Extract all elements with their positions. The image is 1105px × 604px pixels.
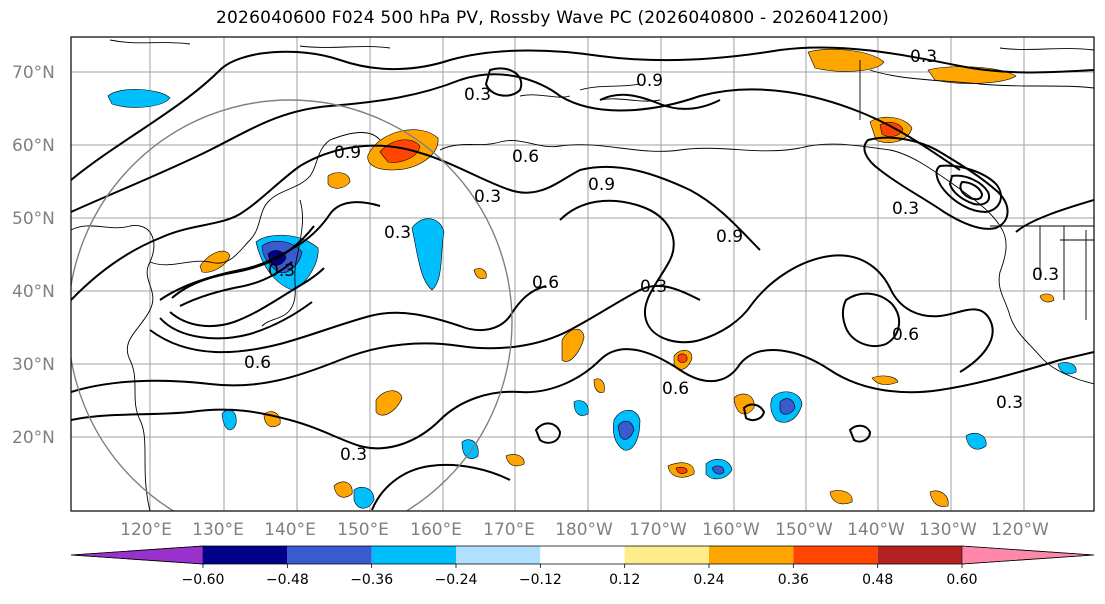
plot-area	[71, 37, 1094, 511]
contour-label: 0.6	[244, 353, 271, 373]
lon-label: 130°E	[192, 520, 244, 540]
colorbar-segment	[709, 546, 794, 564]
colorbar-segment	[961, 545, 1095, 565]
colorbar-segment	[624, 546, 709, 564]
colorbar: −0.60 −0.48 −0.36 −0.24 −0.12 0.12 0.24 0.36 0.4…	[70, 545, 1095, 588]
neg-anomaly	[1057, 362, 1077, 375]
lon-label: 130°W	[919, 520, 977, 540]
colorbar-segment	[203, 546, 288, 564]
contour-label: 0.6	[892, 325, 919, 345]
contour-label: 0.9	[334, 143, 361, 163]
neg-anomaly-mid	[617, 420, 635, 440]
pos-anomaly	[505, 454, 525, 467]
lon-label: 140°E	[264, 520, 316, 540]
pos-anomaly	[871, 375, 899, 385]
contour-label: 0.9	[636, 71, 663, 91]
neg-anomaly	[573, 400, 589, 416]
contour-label: 0.3	[892, 199, 919, 219]
gridlines	[71, 37, 1094, 511]
pos-anomaly	[929, 490, 949, 507]
neg-anomaly	[353, 487, 375, 509]
colorbar-tick-label: −0.24	[435, 572, 478, 588]
pos-anomaly-core	[677, 353, 688, 363]
lat-label: 60°N	[12, 136, 55, 156]
lat-label: 20°N	[12, 428, 55, 448]
pos-anomaly	[829, 490, 853, 505]
contour-label: 0.6	[532, 273, 559, 293]
colorbar-segment	[70, 545, 204, 565]
colorbar-tick-label: 0.24	[693, 572, 724, 588]
colorbar-segment	[793, 546, 878, 564]
colorbar-tick-label: −0.36	[350, 572, 393, 588]
lon-label: 160°E	[410, 520, 462, 540]
lat-axis: 70°N 60°N 50°N 40°N 30°N 20°N	[12, 63, 55, 448]
lon-label: 120°E	[120, 520, 172, 540]
contour-label: 0.9	[716, 227, 743, 247]
pos-anomaly	[807, 48, 885, 72]
lon-label: 120°W	[991, 520, 1049, 540]
colorbar-segment	[877, 546, 962, 564]
lat-label: 30°N	[12, 355, 55, 375]
contour-label: 0.3	[268, 261, 295, 281]
lat-label: 70°N	[12, 63, 55, 83]
pv-contours	[71, 46, 1094, 511]
neg-anomaly	[965, 433, 987, 450]
lon-label: 170°E	[483, 520, 535, 540]
colorbar-segment	[371, 546, 456, 564]
pos-anomaly	[375, 390, 403, 416]
contour-label: 0.3	[340, 445, 367, 465]
colorbar-tick-label: −0.12	[519, 572, 562, 588]
region-circle	[71, 99, 513, 511]
neg-anomaly-mid	[779, 398, 796, 415]
colorbar-segment	[287, 546, 372, 564]
contour-label: 0.3	[464, 85, 491, 105]
contour-label: 0.3	[384, 223, 411, 243]
neg-anomaly-mid	[711, 465, 725, 475]
contour-label: 0.3	[910, 47, 937, 67]
pos-anomaly	[333, 481, 353, 498]
contour-label: 0.6	[512, 147, 539, 167]
colorbar-tick-label: 0.48	[862, 572, 893, 588]
lat-label: 40°N	[12, 282, 55, 302]
contour-label: 0.9	[588, 175, 615, 195]
contour-label: 0.3	[640, 277, 667, 297]
lon-label: 140°W	[847, 520, 905, 540]
lat-label: 50°N	[12, 209, 55, 229]
lon-label: 170°W	[629, 520, 687, 540]
pos-anomaly-core	[879, 121, 904, 137]
pos-anomaly	[593, 378, 605, 393]
pv-anomaly-fills	[107, 48, 1077, 509]
pos-anomaly	[199, 250, 231, 273]
colorbar-tick-label: −0.60	[182, 572, 225, 588]
contour-label: 0.6	[662, 379, 689, 399]
pos-anomaly	[733, 393, 755, 415]
neg-anomaly	[461, 439, 479, 459]
colorbar-tick-label: 0.12	[609, 572, 640, 588]
colorbar-tick-label: 0.36	[778, 572, 809, 588]
lon-label: 150°E	[337, 520, 389, 540]
lon-label: 160°W	[702, 520, 760, 540]
colorbar-tick-label: −0.48	[266, 572, 309, 588]
colorbar-tick-label: 0.60	[946, 572, 977, 588]
pos-anomaly-core	[675, 466, 688, 474]
colorbar-segment	[540, 546, 625, 564]
pos-anomaly	[327, 172, 351, 189]
colorbar-segment	[456, 546, 541, 564]
contour-label: 0.3	[1032, 265, 1059, 285]
pos-anomaly	[1039, 293, 1055, 303]
plot-frame	[70, 36, 1095, 512]
lon-label: 150°W	[775, 520, 833, 540]
neg-anomaly	[107, 89, 171, 108]
lon-label: 180°W	[555, 520, 613, 540]
map-title: 2026040600 F024 500 hPa PV, Rossby Wave …	[216, 8, 889, 28]
coastlines	[71, 39, 1094, 511]
neg-anomaly	[411, 218, 445, 291]
contour-label: 0.3	[474, 187, 501, 207]
contour-label: 0.3	[996, 393, 1023, 413]
lon-axis: 120°E 130°E 140°E 150°E 160°E 170°E 180°…	[120, 520, 1049, 540]
pos-anomaly	[561, 328, 585, 362]
contour-label-group: 0.3 0.9 0.9 0.6 0.3 0.9 0.3 0.3 0.9 0.6 …	[244, 47, 1059, 465]
pos-anomaly	[473, 268, 487, 280]
